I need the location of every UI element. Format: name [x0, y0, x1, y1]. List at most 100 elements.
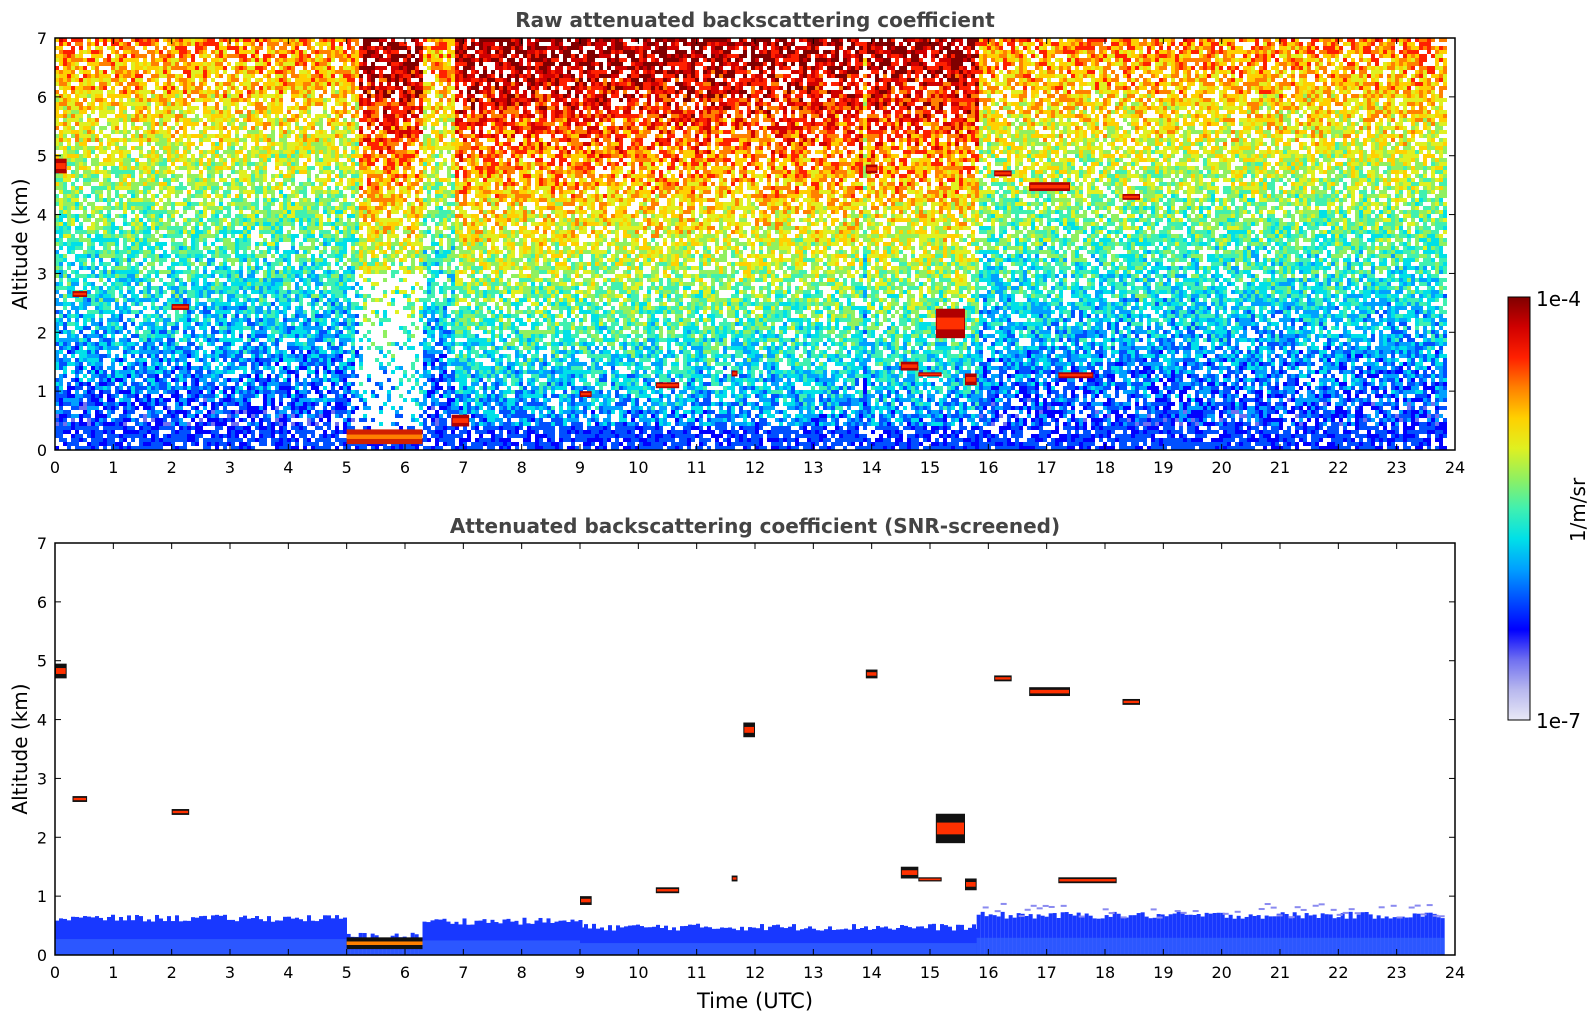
- backscatter-cell: [959, 102, 963, 106]
- backscatter-cell: [919, 70, 923, 74]
- backscatter-cell: [531, 50, 535, 54]
- backscatter-cell: [1287, 98, 1291, 102]
- backscatter-cell: [659, 90, 663, 94]
- backscatter-cell: [1287, 42, 1291, 46]
- backscatter-cell: [579, 90, 583, 94]
- backscatter-cell: [623, 90, 627, 94]
- backscatter-cell: [403, 82, 407, 86]
- backscatter-cell: [319, 38, 323, 42]
- backscatter-cell: [1115, 78, 1119, 82]
- backscatter-cell: [619, 42, 623, 46]
- backscatter-cell: [979, 58, 983, 62]
- backscatter-cell: [567, 62, 571, 66]
- backscatter-cell: [323, 98, 327, 102]
- backscatter-cell: [523, 54, 527, 58]
- backscatter-cell: [547, 62, 551, 66]
- backscatter-cell: [819, 102, 823, 106]
- backscatter-cell: [135, 58, 139, 62]
- raw-backscatter-panel: Raw attenuated backscattering coefficien…: [8, 8, 1465, 477]
- backscatter-cell: [355, 54, 359, 58]
- backscatter-cell: [1331, 46, 1335, 50]
- backscatter-cell: [471, 46, 475, 50]
- backscatter-cell: [1351, 74, 1355, 78]
- backscatter-cell: [1083, 98, 1087, 102]
- backscatter-cell: [379, 98, 383, 102]
- backscatter-cell: [1275, 70, 1279, 74]
- backscatter-cell: [347, 66, 351, 70]
- backscatter-cell: [627, 66, 631, 70]
- backscatter-cell: [1191, 66, 1195, 70]
- backscatter-cell: [1307, 66, 1311, 70]
- backscatter-cell: [1399, 86, 1403, 90]
- backscatter-cell: [831, 98, 835, 102]
- backscatter-cell: [515, 102, 519, 106]
- backscatter-cell: [1307, 86, 1311, 90]
- backscatter-cell: [871, 66, 875, 70]
- backscatter-cell: [155, 58, 159, 62]
- backscatter-cell: [995, 86, 999, 90]
- backscatter-cell: [995, 82, 999, 86]
- backscatter-cell: [635, 98, 639, 102]
- backscatter-cell: [1335, 70, 1339, 74]
- backscatter-cell: [991, 38, 995, 42]
- backscatter-cell: [599, 38, 603, 42]
- backscatter-cell: [315, 50, 319, 54]
- backscatter-cell: [731, 54, 735, 58]
- backscatter-cell: [615, 66, 619, 70]
- backscatter-cell: [331, 74, 335, 78]
- backscatter-cell: [315, 86, 319, 90]
- backscatter-cell: [375, 50, 379, 54]
- backscatter-cell: [639, 46, 643, 50]
- backscatter-cell: [539, 106, 543, 110]
- backscatter-cell: [1179, 54, 1183, 58]
- backscatter-cell: [1087, 50, 1091, 54]
- backscatter-cell: [1123, 58, 1127, 62]
- backscatter-cell: [171, 102, 175, 106]
- backscatter-cell: [1075, 102, 1079, 106]
- backscatter-cell: [855, 54, 859, 58]
- backscatter-cell: [763, 42, 767, 46]
- backscatter-cell: [103, 102, 107, 106]
- backscatter-cell: [1303, 78, 1307, 82]
- backscatter-cell: [403, 110, 407, 114]
- backscatter-cell: [1155, 86, 1159, 90]
- backscatter-cell: [935, 74, 939, 78]
- backscatter-cell: [63, 62, 67, 66]
- backscatter-cell: [279, 86, 283, 90]
- backscatter-cell: [935, 102, 939, 106]
- backscatter-cell: [1387, 66, 1391, 70]
- backscatter-cell: [1083, 66, 1087, 70]
- backscatter-cell: [307, 106, 311, 110]
- backscatter-cell: [315, 62, 319, 66]
- backscatter-cell: [755, 98, 759, 102]
- backscatter-cell: [95, 38, 99, 42]
- backscatter-cell: [591, 74, 595, 78]
- backscatter-cell: [503, 90, 507, 94]
- backscatter-cell: [607, 90, 611, 94]
- backscatter-cell: [403, 70, 407, 74]
- backscatter-cell: [483, 110, 487, 114]
- backscatter-cell: [1179, 50, 1183, 54]
- backscatter-cell: [1115, 82, 1119, 86]
- backscatter-cell: [163, 62, 167, 66]
- backscatter-cell: [667, 94, 671, 98]
- backscatter-cell: [1023, 46, 1027, 50]
- backscatter-cell: [1223, 90, 1227, 94]
- backscatter-cell: [1119, 86, 1123, 90]
- backscatter-cell: [1387, 102, 1391, 106]
- backscatter-cell: [1155, 66, 1159, 70]
- backscatter-cell: [243, 50, 247, 54]
- backscatter-cell: [843, 78, 847, 82]
- backscatter-cell: [795, 98, 799, 102]
- backscatter-cell: [343, 102, 347, 106]
- backscatter-cell: [627, 102, 631, 106]
- backscatter-cell: [703, 42, 707, 46]
- backscatter-cell: [483, 42, 487, 46]
- backscatter-cell: [279, 78, 283, 82]
- backscatter-cell: [991, 58, 995, 62]
- backscatter-cell: [571, 42, 575, 46]
- backscatter-cell: [563, 54, 567, 58]
- backscatter-cell: [1039, 42, 1043, 46]
- backscatter-cell: [511, 58, 515, 62]
- backscatter-cell: [595, 74, 599, 78]
